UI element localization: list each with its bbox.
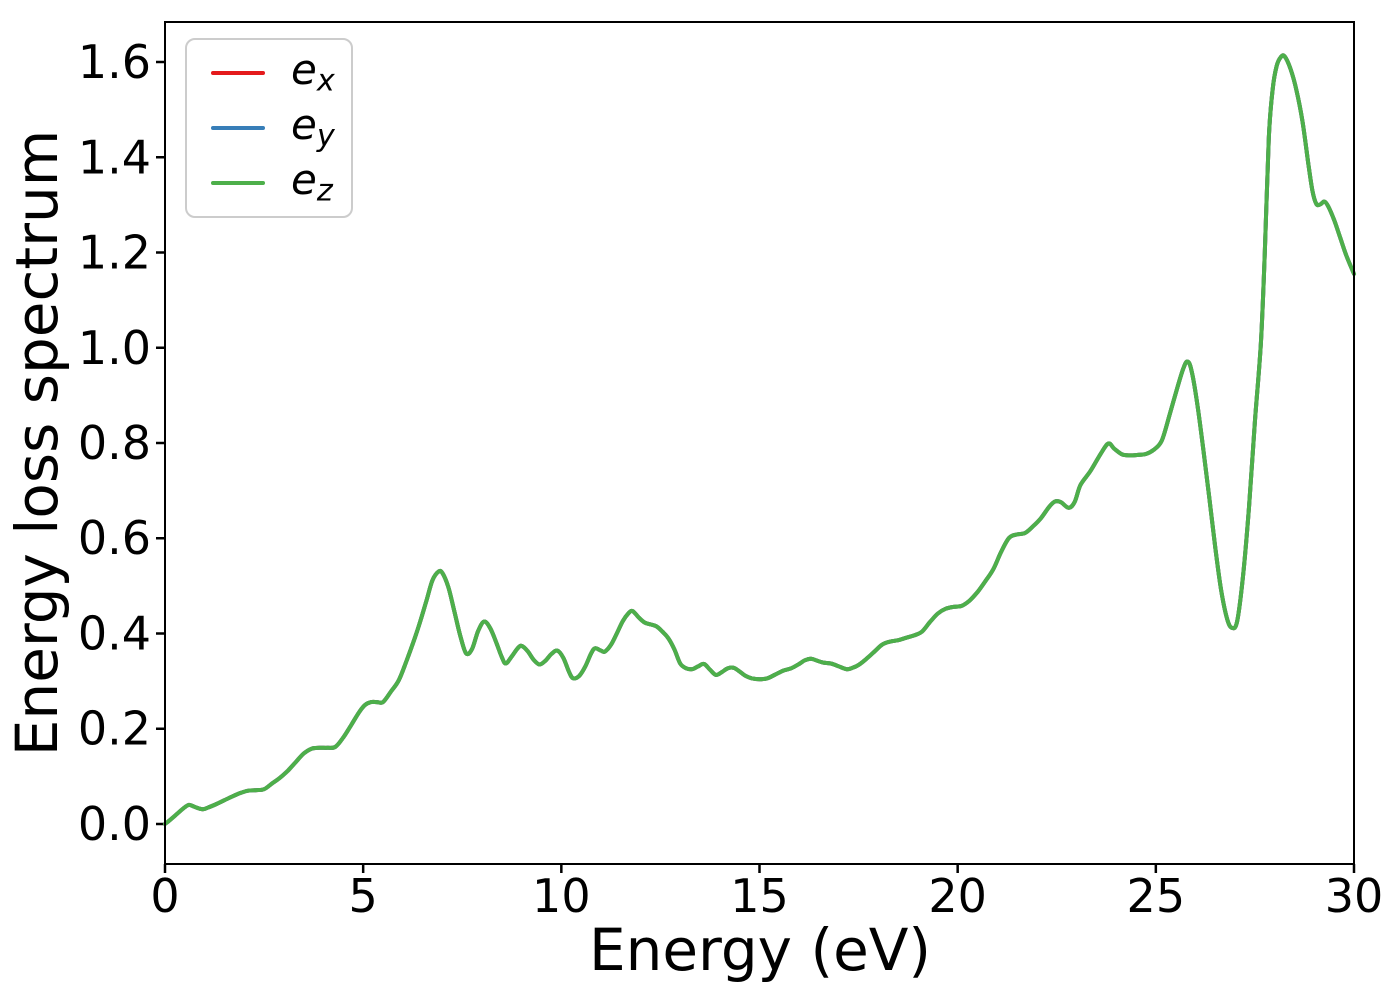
y-tick-label: 1.2 [78, 226, 151, 280]
legend-label: ey [291, 100, 335, 154]
y-tick-label: 1.6 [78, 35, 151, 89]
x-tick-label: 20 [928, 869, 987, 923]
y-tick-label: 1.4 [78, 130, 151, 184]
series-line-e_z [163, 53, 1356, 826]
y-axis-label: Energy loss spectrum [3, 129, 71, 757]
x-axis-label: Energy (eV) [588, 916, 932, 984]
y-tick-label: 1.0 [78, 321, 151, 375]
y-tick-label: 0.6 [78, 511, 151, 565]
y-tick-label: 0.8 [78, 416, 151, 470]
legend-line-swatch [211, 71, 265, 75]
axis-ticks: 0 5 10 15 20 25 30 0.0 0.2 0.4 0.6 0.8 1.0 1.2 1.4 1.6 [78, 35, 1383, 923]
legend-line-swatch [211, 181, 265, 185]
y-tick-label: 0.4 [78, 606, 151, 660]
y-tick-label: 0.0 [78, 797, 151, 851]
legend-entry-ey: ey [211, 100, 335, 154]
legend-entry-ez: ez [211, 155, 335, 209]
x-tick-label: 10 [532, 869, 591, 923]
x-tick-label: 0 [150, 869, 179, 923]
x-tick-label: 15 [730, 869, 789, 923]
x-tick-label: 30 [1325, 869, 1384, 923]
legend-entry-ex: ex [211, 45, 335, 99]
legend-label: ex [291, 45, 335, 99]
series-lines [163, 53, 1356, 826]
x-tick-label: 5 [349, 869, 378, 923]
axes-spines [164, 21, 1355, 865]
legend-line-swatch [211, 126, 265, 130]
legend: ex ey ez [185, 38, 353, 218]
legend-label: ez [291, 155, 333, 209]
y-tick-label: 0.2 [78, 702, 151, 756]
x-tick-label: 25 [1127, 869, 1186, 923]
